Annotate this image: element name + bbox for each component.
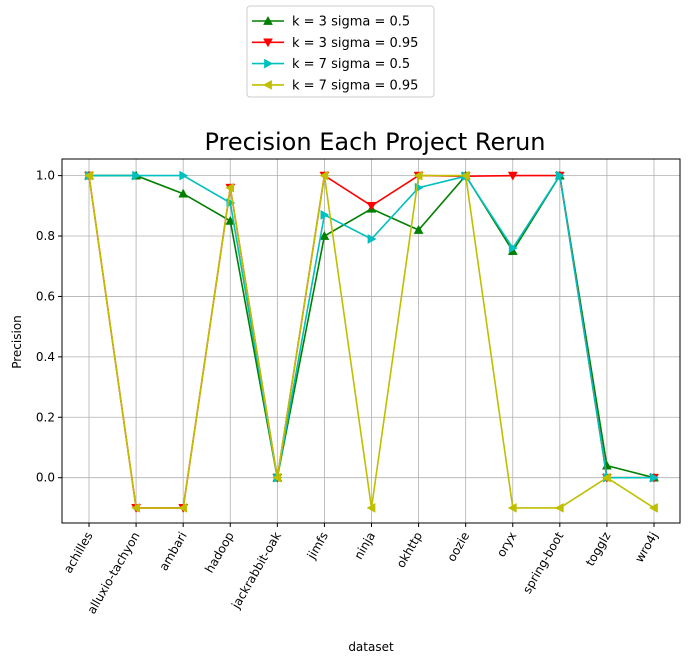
data-point bbox=[319, 230, 330, 240]
legend: k = 3 sigma = 0.5 k = 3 sigma = 0.95 k = 7… bbox=[246, 5, 435, 98]
x-tick-label: jimfs bbox=[304, 530, 331, 563]
x-tick-label: wro4j bbox=[632, 530, 661, 565]
legend-marker bbox=[262, 79, 272, 90]
legend-marker bbox=[263, 38, 273, 48]
legend-marker bbox=[264, 58, 274, 69]
y-tick-label: 0.2 bbox=[36, 410, 55, 424]
x-tick-label: togglz bbox=[583, 530, 614, 569]
y-tick-label: 0.4 bbox=[36, 350, 55, 364]
data-point bbox=[508, 243, 518, 254]
data-point bbox=[554, 502, 564, 513]
data-point bbox=[507, 502, 517, 513]
legend-label: k = 7 sigma = 0.95 bbox=[292, 78, 418, 93]
x-tick-label: oryx bbox=[494, 530, 519, 560]
x-tick-label: ambari bbox=[156, 530, 189, 574]
legend-label: k = 7 sigma = 0.5 bbox=[292, 57, 410, 72]
x-tick-label: jackrabbit-oak bbox=[228, 529, 284, 611]
y-axis-label: Precision bbox=[10, 315, 24, 369]
data-point bbox=[178, 188, 189, 198]
data-point bbox=[179, 170, 189, 181]
data-point bbox=[319, 170, 329, 181]
data-point bbox=[601, 472, 611, 483]
legend-item: k = 3 sigma = 0.95 bbox=[252, 36, 418, 51]
y-tick-label: 0.8 bbox=[36, 229, 55, 243]
chart-title: Precision Each Project Rerun bbox=[204, 128, 545, 156]
series-layer bbox=[83, 170, 660, 513]
x-tick-label: achilles bbox=[61, 530, 96, 576]
legend-item: k = 3 sigma = 0.5 bbox=[252, 15, 410, 30]
data-point bbox=[83, 170, 93, 181]
data-point bbox=[413, 170, 423, 181]
y-tick-label: 1.0 bbox=[36, 169, 55, 183]
legend-marker bbox=[263, 15, 273, 25]
legend-box bbox=[246, 5, 435, 98]
data-point bbox=[555, 170, 565, 181]
data-point bbox=[367, 234, 377, 244]
legend-item: k = 7 sigma = 0.95 bbox=[252, 78, 418, 93]
data-point bbox=[460, 170, 470, 181]
x-tick-label: oozie bbox=[444, 530, 472, 564]
data-point bbox=[648, 502, 658, 513]
x-tick-label: ninja bbox=[351, 530, 378, 562]
y-tick-label: 0.6 bbox=[36, 289, 55, 303]
data-point bbox=[366, 502, 376, 513]
data-point bbox=[320, 209, 330, 220]
legend-label: k = 3 sigma = 0.95 bbox=[292, 36, 418, 51]
legend-label: k = 3 sigma = 0.5 bbox=[292, 15, 410, 30]
data-point bbox=[272, 472, 282, 483]
legend-item: k = 7 sigma = 0.5 bbox=[252, 57, 410, 72]
y-axis-ticks: 0.0 0.2 0.4 0.6 0.8 1.0 bbox=[36, 169, 62, 485]
x-tick-label: okhttp bbox=[394, 530, 426, 571]
series-4 bbox=[83, 170, 658, 513]
data-point bbox=[178, 502, 188, 513]
data-point bbox=[225, 182, 235, 193]
y-tick-label: 0.0 bbox=[36, 471, 55, 485]
data-point bbox=[650, 472, 660, 483]
series-3 bbox=[85, 170, 660, 483]
x-tick-label: alluxio-tachyon bbox=[84, 530, 142, 617]
data-point bbox=[507, 171, 518, 181]
data-point bbox=[413, 224, 424, 234]
x-axis-label: dataset bbox=[348, 640, 394, 654]
data-point bbox=[366, 201, 377, 211]
data-point bbox=[132, 170, 142, 181]
x-tick-label: hadoop bbox=[202, 530, 237, 576]
x-tick-label: spring-boot bbox=[520, 529, 567, 596]
data-point bbox=[131, 502, 140, 513]
